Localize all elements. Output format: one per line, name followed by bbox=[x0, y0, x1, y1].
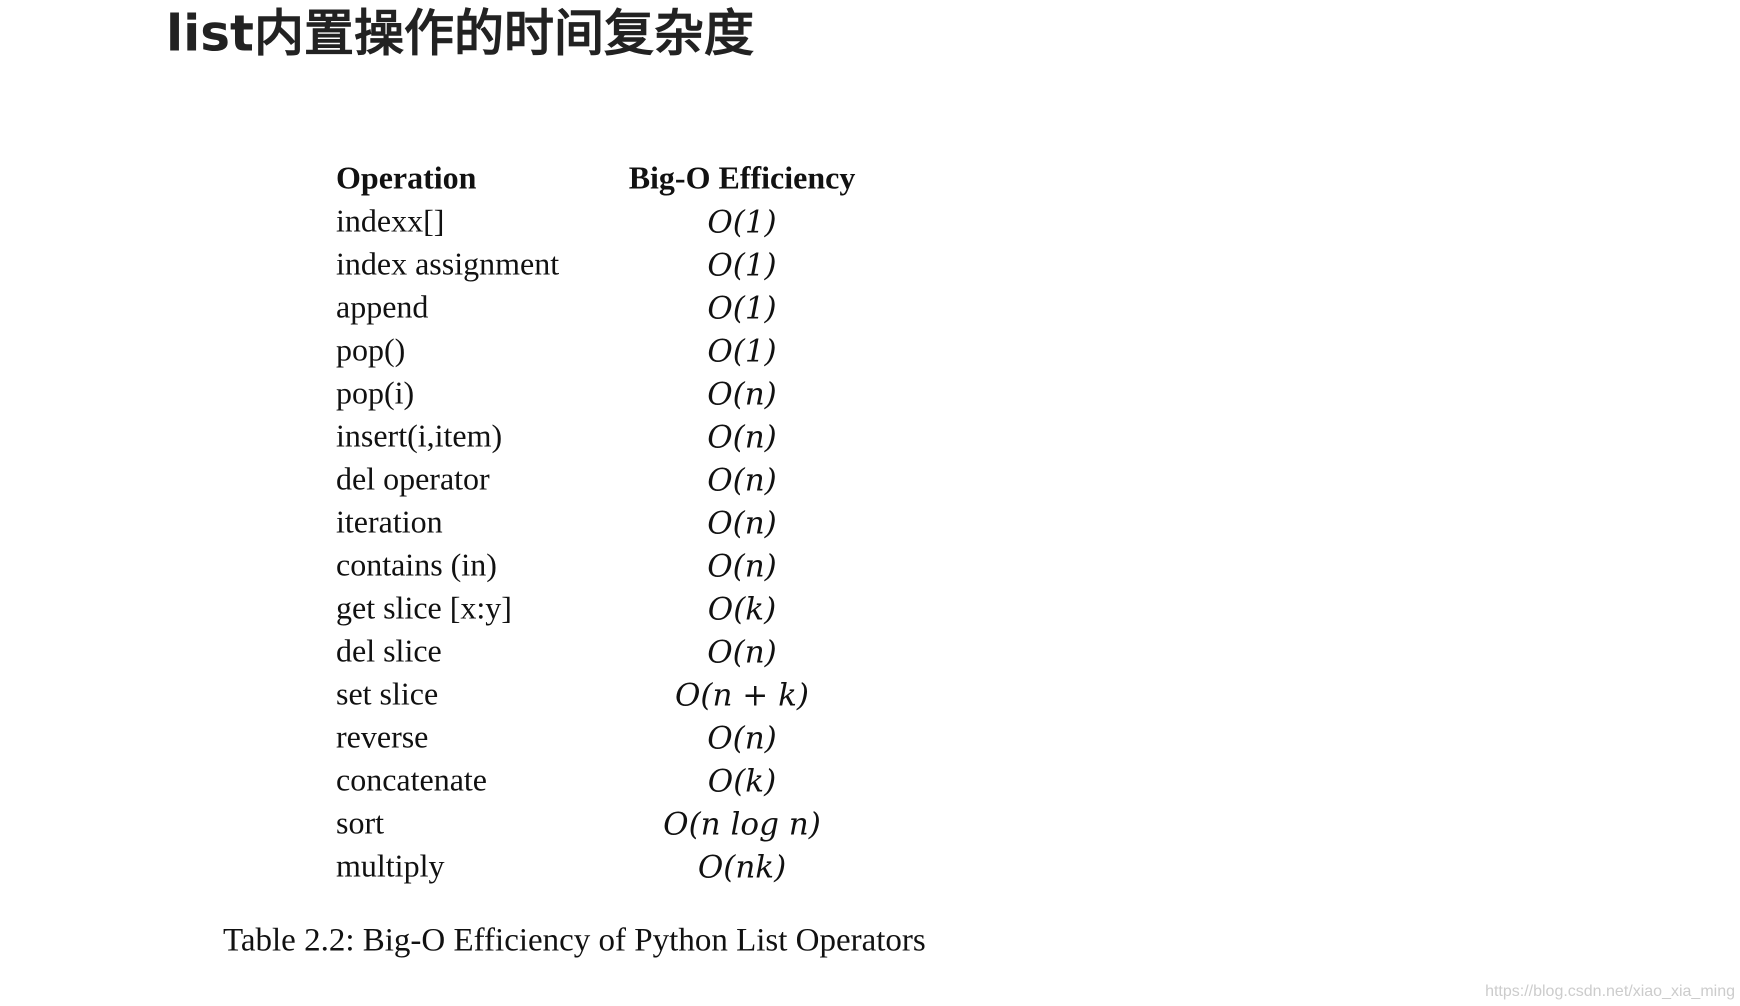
column-header: Big-O Efficiency bbox=[629, 159, 856, 195]
operation-cell: del slice bbox=[336, 632, 442, 668]
operation-cell: pop(i) bbox=[336, 374, 414, 410]
efficiency-cell: O(1) bbox=[707, 291, 776, 327]
efficiency-cell: O(n) bbox=[707, 420, 777, 456]
efficiency-cell: O(nk) bbox=[698, 850, 786, 886]
efficiency-cell: O(n) bbox=[707, 506, 777, 542]
efficiency-cell: O(1) bbox=[707, 205, 776, 241]
operation-cell: get slice [x:y] bbox=[336, 589, 512, 625]
column-header: Operation bbox=[336, 159, 477, 195]
operation-cell: indexx[] bbox=[336, 202, 444, 238]
efficiency-cell: O(n log n) bbox=[663, 807, 821, 843]
operation-cell: set slice bbox=[336, 675, 438, 711]
operation-cell: reverse bbox=[336, 718, 428, 754]
efficiency-cell: O(n) bbox=[707, 549, 777, 585]
efficiency-cell: O(n) bbox=[707, 635, 777, 671]
operation-cell: iteration bbox=[336, 503, 443, 539]
efficiency-cell: O(n) bbox=[707, 721, 777, 757]
operation-cell: pop() bbox=[336, 331, 405, 367]
efficiency-cell: O(n + k) bbox=[675, 678, 809, 714]
operation-cell: insert(i,item) bbox=[336, 417, 502, 453]
operation-cell: contains (in) bbox=[336, 546, 497, 582]
watermark: https://blog.csdn.net/xiao_xia_ming bbox=[1485, 983, 1735, 1000]
operation-cell: concatenate bbox=[336, 761, 487, 797]
table-caption: Table 2.2: Big-O Efficiency of Python Li… bbox=[223, 923, 926, 959]
operation-cell: multiply bbox=[336, 847, 444, 883]
efficiency-cell: O(k) bbox=[708, 592, 776, 628]
efficiency-cell: O(k) bbox=[708, 764, 776, 800]
efficiency-cell: O(n) bbox=[707, 377, 777, 413]
operation-cell: append bbox=[336, 288, 428, 324]
operation-cell: sort bbox=[336, 804, 384, 840]
page-title: list内置操作的时间复杂度 bbox=[166, 5, 754, 63]
operation-cell: index assignment bbox=[336, 245, 559, 281]
efficiency-cell: O(1) bbox=[707, 334, 776, 370]
operation-cell: del operator bbox=[336, 460, 490, 496]
efficiency-cell: O(n) bbox=[707, 463, 777, 499]
complexity-table: Operation Big-O Efficiency indexx[] O(1) ind… bbox=[336, 159, 855, 885]
efficiency-cell: O(1) bbox=[707, 248, 776, 284]
